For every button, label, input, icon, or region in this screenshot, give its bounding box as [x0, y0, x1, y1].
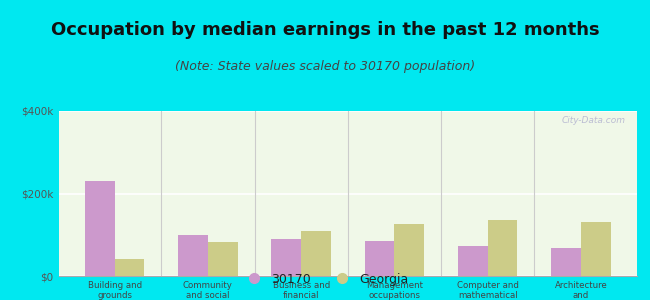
- Bar: [551, 248, 581, 276]
- Bar: [84, 181, 114, 276]
- Bar: [395, 224, 424, 276]
- Bar: [458, 246, 488, 276]
- Bar: [365, 241, 395, 276]
- Bar: [178, 235, 208, 276]
- Bar: [581, 222, 611, 276]
- Text: Occupation by median earnings in the past 12 months: Occupation by median earnings in the pas…: [51, 21, 599, 39]
- Bar: [271, 239, 301, 276]
- Legend: 30170, Georgia: 30170, Georgia: [236, 268, 414, 291]
- Bar: [301, 231, 331, 276]
- Text: (Note: State values scaled to 30170 population): (Note: State values scaled to 30170 popu…: [175, 60, 475, 73]
- Bar: [488, 220, 517, 276]
- Bar: [114, 259, 144, 276]
- Bar: [208, 242, 238, 276]
- Text: City-Data.com: City-Data.com: [562, 116, 625, 125]
